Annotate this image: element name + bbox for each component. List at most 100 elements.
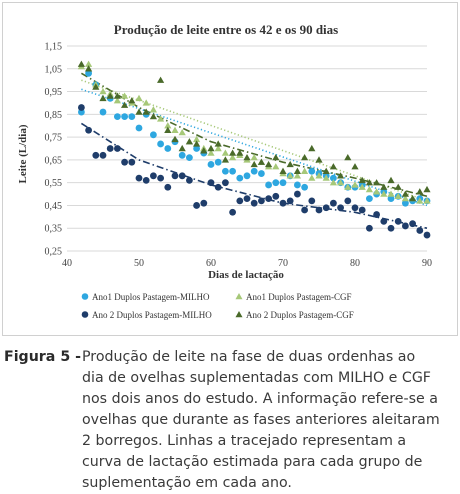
data-point bbox=[308, 167, 316, 175]
data-point bbox=[157, 174, 165, 182]
data-point bbox=[214, 140, 222, 147]
data-point bbox=[308, 197, 316, 205]
data-point bbox=[286, 172, 294, 179]
data-point bbox=[221, 149, 229, 156]
data-point bbox=[322, 174, 330, 181]
legend-item: Ano 2 Duplos Pastagem-MILHO bbox=[81, 310, 212, 320]
legend-label: Ano 2 Duplos Pastagem-MILHO bbox=[92, 310, 212, 320]
data-point bbox=[229, 208, 237, 216]
data-point bbox=[358, 206, 366, 214]
data-point bbox=[243, 195, 251, 203]
data-point bbox=[99, 108, 107, 116]
data-point bbox=[250, 167, 258, 175]
data-point bbox=[373, 211, 380, 218]
data-point bbox=[401, 190, 409, 197]
y-tick-label: 0,95 bbox=[45, 87, 63, 98]
x-tick-label: 90 bbox=[422, 258, 432, 269]
caption-line: dia de ovelhas suplementadas com MILHO e… bbox=[82, 370, 431, 386]
data-point bbox=[214, 183, 222, 191]
caption-line: Produção de leite na fase de duas ordenh… bbox=[82, 349, 416, 365]
data-point bbox=[99, 94, 107, 102]
data-point bbox=[178, 151, 186, 159]
data-point bbox=[258, 170, 265, 177]
data-point bbox=[409, 195, 417, 202]
data-point bbox=[78, 104, 85, 111]
data-point bbox=[171, 135, 179, 143]
data-point bbox=[150, 131, 157, 139]
data-point bbox=[99, 151, 107, 159]
y-tick-label: 0,55 bbox=[45, 178, 63, 189]
data-point bbox=[149, 106, 157, 113]
data-point bbox=[387, 195, 395, 203]
data-point bbox=[114, 113, 121, 121]
data-point bbox=[416, 188, 424, 195]
data-point bbox=[279, 179, 287, 187]
data-point bbox=[250, 154, 258, 161]
legend-label: Ano 2 Duplos Pastagem-CGF bbox=[246, 310, 354, 320]
data-point bbox=[301, 167, 309, 174]
data-point bbox=[330, 174, 337, 182]
data-point bbox=[315, 156, 323, 163]
x-tick-label: 70 bbox=[278, 258, 288, 269]
data-points bbox=[77, 60, 431, 239]
data-point bbox=[294, 181, 301, 189]
data-point bbox=[366, 224, 373, 232]
data-point bbox=[286, 160, 294, 168]
data-point bbox=[157, 115, 165, 122]
data-point bbox=[171, 126, 179, 133]
data-point bbox=[423, 197, 431, 204]
data-point bbox=[387, 176, 395, 184]
y-tick-label: 1,15 bbox=[45, 42, 63, 53]
y-tick-label: 0,65 bbox=[45, 155, 63, 166]
data-point bbox=[279, 167, 287, 174]
legend: Ano1 Duplos Pastagem-MILHO Ano1 Duplos Pa… bbox=[81, 292, 354, 320]
data-point bbox=[142, 176, 150, 184]
data-point bbox=[193, 202, 201, 209]
data-point bbox=[236, 197, 244, 205]
data-point bbox=[394, 192, 402, 200]
legend-item: Ano1 Duplos Pastagem-CGF bbox=[235, 292, 352, 302]
data-point bbox=[200, 147, 208, 154]
trend-lines bbox=[80, 72, 428, 229]
data-point bbox=[135, 108, 143, 115]
data-point bbox=[243, 172, 251, 180]
data-point bbox=[214, 158, 222, 166]
data-point bbox=[272, 192, 280, 200]
caption-line: 2 borregos. Linhas a tracejado represent… bbox=[82, 433, 407, 449]
data-point bbox=[229, 167, 237, 175]
data-point bbox=[366, 195, 373, 203]
data-point bbox=[121, 92, 129, 99]
data-point bbox=[142, 99, 150, 106]
y-axis-label: Leite (L/dia) bbox=[17, 124, 29, 183]
data-point bbox=[358, 183, 366, 190]
data-point bbox=[329, 179, 337, 186]
legend-marker bbox=[235, 293, 243, 300]
caption-line: ovelhas que durante as fases anteriores … bbox=[82, 412, 440, 428]
data-point bbox=[135, 124, 143, 132]
data-point bbox=[200, 199, 208, 207]
data-point bbox=[135, 94, 143, 102]
data-point bbox=[222, 179, 229, 187]
data-point bbox=[193, 145, 201, 152]
data-point bbox=[157, 76, 165, 83]
data-point bbox=[351, 204, 359, 212]
data-point bbox=[207, 149, 215, 156]
x-axis-label: Dias de lactação bbox=[208, 269, 284, 281]
data-point bbox=[77, 60, 85, 67]
data-point bbox=[344, 197, 352, 205]
y-tick-label: 0,45 bbox=[45, 201, 63, 212]
data-point bbox=[106, 145, 114, 152]
data-point bbox=[293, 172, 301, 179]
data-point bbox=[380, 183, 388, 190]
x-tick-labels: 40 50 60 70 80 90 bbox=[62, 258, 432, 269]
caption-label: Figura 5 - bbox=[4, 349, 82, 365]
data-point bbox=[214, 144, 222, 152]
data-point bbox=[186, 176, 193, 184]
legend-marker bbox=[81, 311, 89, 318]
data-point bbox=[193, 135, 201, 143]
data-point bbox=[121, 101, 129, 108]
caption-text: Produção de leite na fase de duas ordenh… bbox=[82, 347, 444, 494]
y-tick-label: 0,25 bbox=[45, 247, 63, 258]
trend-line-1 bbox=[81, 88, 428, 207]
data-point bbox=[85, 60, 93, 67]
